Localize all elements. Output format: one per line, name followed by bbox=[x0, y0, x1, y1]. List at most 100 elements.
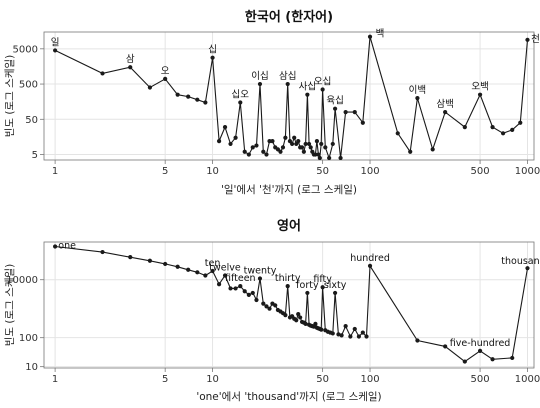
data-point bbox=[443, 110, 448, 115]
data-point bbox=[290, 141, 295, 147]
x-tick-label: 10 bbox=[206, 166, 219, 177]
data-point bbox=[477, 348, 483, 354]
data-point bbox=[216, 139, 222, 144]
data-point bbox=[306, 141, 312, 147]
data-point bbox=[316, 152, 321, 157]
x-tick-label: 500 bbox=[471, 374, 490, 385]
point-label: thousand bbox=[501, 256, 540, 267]
data-point bbox=[233, 286, 238, 291]
data-point bbox=[278, 149, 283, 154]
point-label: 육십 bbox=[326, 96, 343, 107]
point-label: 십오 bbox=[232, 89, 250, 100]
chart-title: 영어 bbox=[277, 218, 301, 234]
point-label: ten bbox=[205, 258, 221, 269]
data-point bbox=[222, 125, 228, 130]
data-point bbox=[233, 135, 238, 140]
point-label: 삼 bbox=[126, 54, 135, 65]
data-point bbox=[163, 76, 168, 82]
point-label: twelve bbox=[209, 262, 241, 273]
data-point bbox=[317, 155, 322, 161]
data-point bbox=[175, 264, 180, 269]
data-point bbox=[273, 303, 278, 308]
data-point bbox=[395, 131, 400, 136]
data-point bbox=[443, 344, 448, 349]
x-axis-label: '일'에서 '천'까지 (로그 스케일) bbox=[221, 183, 357, 196]
x-tick-label: 1000 bbox=[515, 374, 540, 385]
data-point bbox=[195, 97, 200, 102]
data-point bbox=[53, 244, 58, 249]
x-tick-label: 5 bbox=[162, 374, 168, 385]
point-label: 십 bbox=[208, 45, 217, 56]
data-point bbox=[518, 120, 523, 125]
data-point bbox=[264, 152, 269, 157]
data-point bbox=[348, 334, 353, 339]
point-label: 일 bbox=[51, 37, 60, 48]
plot-frame bbox=[43, 241, 535, 369]
data-point bbox=[53, 48, 58, 53]
point-label: 이십 bbox=[251, 71, 268, 82]
data-point bbox=[339, 333, 344, 338]
data-point bbox=[257, 81, 263, 87]
data-point bbox=[283, 313, 288, 318]
x-tick-label: 5 bbox=[162, 166, 168, 177]
data-point bbox=[462, 125, 467, 130]
data-point bbox=[186, 94, 191, 99]
data-point bbox=[222, 273, 228, 278]
data-point bbox=[352, 110, 357, 115]
data-point bbox=[343, 324, 348, 329]
y-tick-label: 10 bbox=[25, 362, 38, 373]
plot-frame bbox=[43, 31, 535, 161]
data-point bbox=[128, 255, 133, 260]
data-point bbox=[510, 127, 515, 133]
point-label: forty bbox=[296, 280, 319, 291]
data-point bbox=[147, 258, 153, 263]
point-label: 사십 bbox=[299, 82, 316, 93]
point-label: twenty bbox=[244, 266, 277, 277]
data-point bbox=[296, 139, 301, 144]
data-point bbox=[163, 261, 168, 267]
data-point bbox=[246, 152, 251, 157]
point-label: 백 bbox=[376, 29, 385, 40]
point-label: 천 bbox=[531, 34, 540, 45]
x-tick-label: 1000 bbox=[515, 166, 540, 177]
y-axis-label: 빈도 (로그 스케일) bbox=[3, 55, 16, 138]
data-point bbox=[415, 338, 420, 343]
point-label: fifteen bbox=[225, 273, 256, 284]
y-tick-label: 10000 bbox=[6, 275, 38, 286]
data-point bbox=[319, 141, 324, 147]
data-point bbox=[250, 145, 255, 150]
data-point bbox=[283, 135, 288, 140]
point-label: 오십 bbox=[314, 77, 331, 88]
y-tick-label: 500 bbox=[19, 80, 38, 91]
point-label: thirty bbox=[275, 273, 301, 284]
data-point bbox=[186, 267, 191, 272]
data-point bbox=[254, 297, 259, 303]
data-point bbox=[128, 65, 133, 70]
data-point bbox=[323, 145, 328, 150]
data-point bbox=[270, 139, 275, 144]
point-label: sixty bbox=[324, 280, 347, 291]
data-point bbox=[320, 87, 325, 92]
data-point bbox=[336, 332, 341, 337]
data-point bbox=[303, 141, 308, 147]
data-point bbox=[292, 135, 297, 140]
data-point bbox=[343, 110, 348, 115]
data-point bbox=[210, 55, 215, 60]
data-point bbox=[305, 92, 310, 97]
data-point bbox=[147, 85, 153, 90]
x-tick-label: 500 bbox=[471, 166, 490, 177]
x-tick-label: 1 bbox=[52, 374, 58, 385]
data-point bbox=[319, 327, 324, 332]
data-point bbox=[303, 321, 308, 326]
data-point bbox=[308, 145, 313, 150]
data-point bbox=[367, 263, 373, 268]
data-point bbox=[364, 334, 369, 339]
point-label: five-hundred bbox=[450, 338, 511, 349]
x-tick-label: 10 bbox=[206, 374, 219, 385]
data-point bbox=[285, 284, 290, 289]
data-point bbox=[367, 34, 373, 39]
data-point bbox=[280, 145, 286, 150]
data-point bbox=[408, 149, 413, 154]
y-tick-label: 50 bbox=[25, 115, 38, 126]
